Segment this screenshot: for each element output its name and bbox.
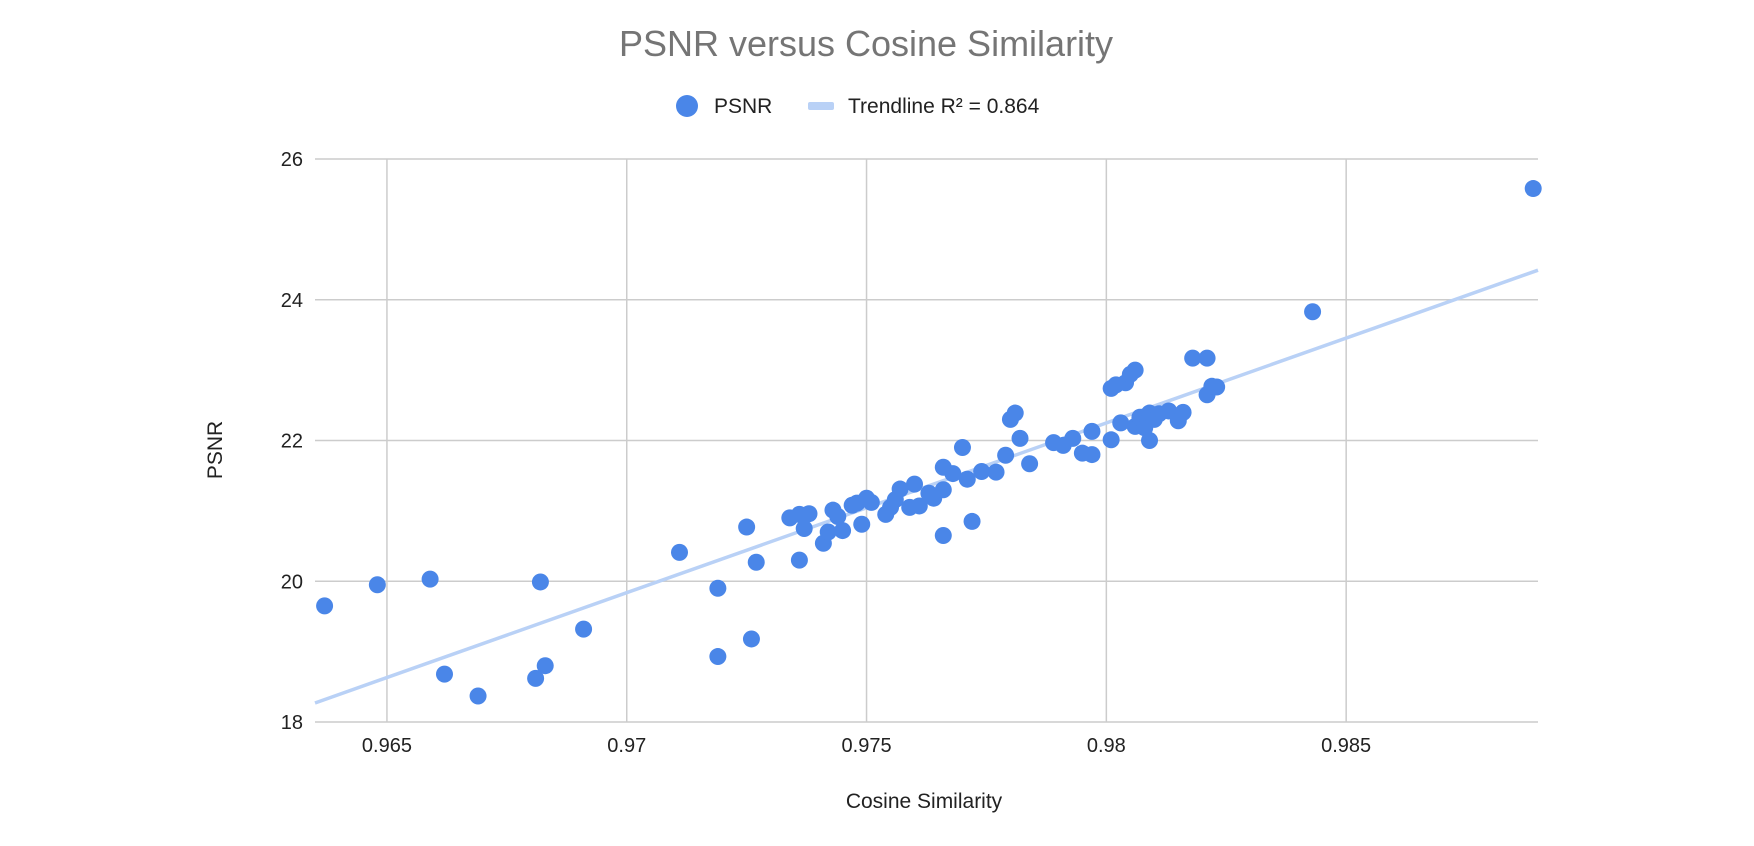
data-point: [1184, 349, 1202, 367]
data-point: [527, 669, 545, 687]
data-point: [829, 508, 847, 526]
y-tick-label: 20: [281, 571, 303, 593]
legend-label-trendline: Trendline R² = 0.864: [848, 95, 1040, 118]
x-tick-label: 0.97: [607, 735, 646, 757]
data-point: [862, 493, 880, 511]
data-point: [795, 519, 813, 537]
x-tick-label: 0.965: [362, 735, 412, 757]
data-point: [790, 551, 808, 569]
data-point: [1174, 403, 1192, 421]
legend-marker-psnr: [676, 95, 698, 117]
data-point: [1112, 414, 1130, 432]
data-point: [1011, 429, 1029, 447]
data-point: [742, 630, 760, 648]
y-axis-title: PSNR: [204, 421, 227, 479]
data-point: [435, 665, 453, 683]
y-tick-label: 26: [281, 149, 303, 171]
data-point: [1126, 361, 1144, 379]
data-point: [800, 505, 818, 523]
data-point: [973, 462, 991, 480]
data-point: [997, 446, 1015, 464]
y-tick-label: 22: [281, 431, 303, 453]
y-tick-label: 18: [281, 712, 303, 734]
gridlines: [315, 158, 1538, 723]
data-point: [1304, 303, 1322, 321]
x-axis-title: Cosine Similarity: [846, 790, 1003, 813]
data-point: [469, 687, 487, 705]
data-point: [1006, 404, 1024, 422]
data-point: [709, 579, 727, 597]
data-point: [910, 497, 928, 515]
data-point: [906, 475, 924, 493]
data-point: [1064, 429, 1082, 447]
data-point: [963, 512, 981, 530]
x-tick-label: 0.985: [1321, 735, 1371, 757]
data-point: [1102, 431, 1120, 449]
legend-label-psnr: PSNR: [714, 95, 772, 118]
data-point: [709, 648, 727, 666]
data-point: [891, 480, 909, 498]
data-point: [1198, 349, 1216, 367]
data-point: [575, 620, 593, 638]
data-point: [368, 576, 386, 594]
data-point: [934, 481, 952, 499]
data-point: [953, 439, 971, 457]
data-point: [834, 522, 852, 540]
data-point: [944, 465, 962, 483]
data-point: [1141, 432, 1159, 449]
data-point: [671, 543, 689, 561]
data-point: [747, 553, 765, 571]
data-point: [421, 570, 439, 588]
data-point: [1083, 422, 1101, 440]
x-tick-label: 0.98: [1087, 735, 1126, 757]
data-point: [1208, 378, 1226, 396]
data-point: [316, 597, 334, 615]
data-point: [738, 518, 756, 536]
y-axis-ticks: 18 20 22 24 26: [281, 149, 303, 734]
data-points: [316, 180, 1542, 705]
data-point: [819, 523, 837, 541]
x-tick-label: 0.975: [842, 735, 892, 757]
x-axis-ticks: 0.965 0.97 0.975 0.98 0.985: [362, 735, 1371, 757]
data-point: [853, 515, 871, 533]
y-tick-label: 24: [281, 290, 303, 312]
data-point: [536, 657, 554, 675]
legend: PSNR Trendline R² = 0.864: [676, 95, 1040, 118]
data-point: [1524, 180, 1542, 198]
data-point: [1083, 446, 1101, 464]
legend-marker-trendline: [808, 102, 834, 110]
data-point: [987, 463, 1005, 481]
data-point: [958, 470, 976, 488]
chart-title: PSNR versus Cosine Similarity: [619, 23, 1113, 64]
data-point: [531, 573, 549, 591]
data-point: [1021, 455, 1039, 473]
data-point: [934, 527, 952, 545]
